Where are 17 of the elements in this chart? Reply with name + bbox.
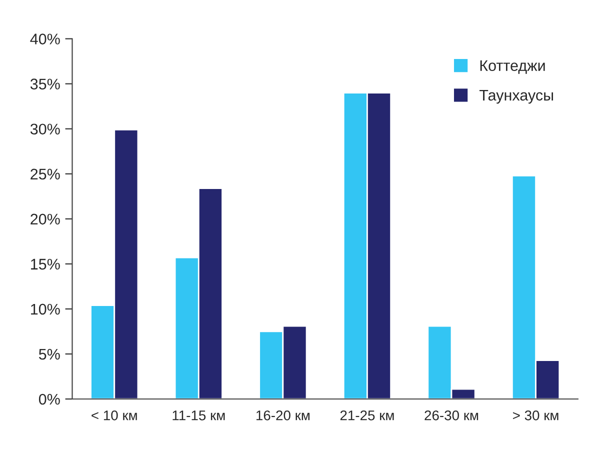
x-tick-label: > 30 км xyxy=(513,410,558,420)
y-tick-label: 0% xyxy=(38,394,60,405)
x-tick-label: 16-20 км xyxy=(256,410,310,420)
y-tick-label: 20% xyxy=(30,214,60,225)
y-tick-label: 15% xyxy=(31,258,60,270)
legend-label: Коттеджи xyxy=(480,60,545,74)
x-tick-label: < 10 км xyxy=(92,410,137,420)
y-tick-label: 25% xyxy=(30,168,60,180)
y-tick-label: 30% xyxy=(30,124,60,135)
y-tick-label: 5% xyxy=(38,348,60,360)
legend-label: Таунхаусы xyxy=(479,90,553,104)
y-tick-label: 35% xyxy=(30,78,60,90)
y-tick-label: 10% xyxy=(31,304,60,315)
x-tick-label: 26-30 км xyxy=(424,410,478,420)
y-tick-label: 40% xyxy=(30,34,60,44)
x-tick-label: 21-25 км xyxy=(340,410,394,420)
x-tick-label: 11-15 км xyxy=(172,410,225,420)
